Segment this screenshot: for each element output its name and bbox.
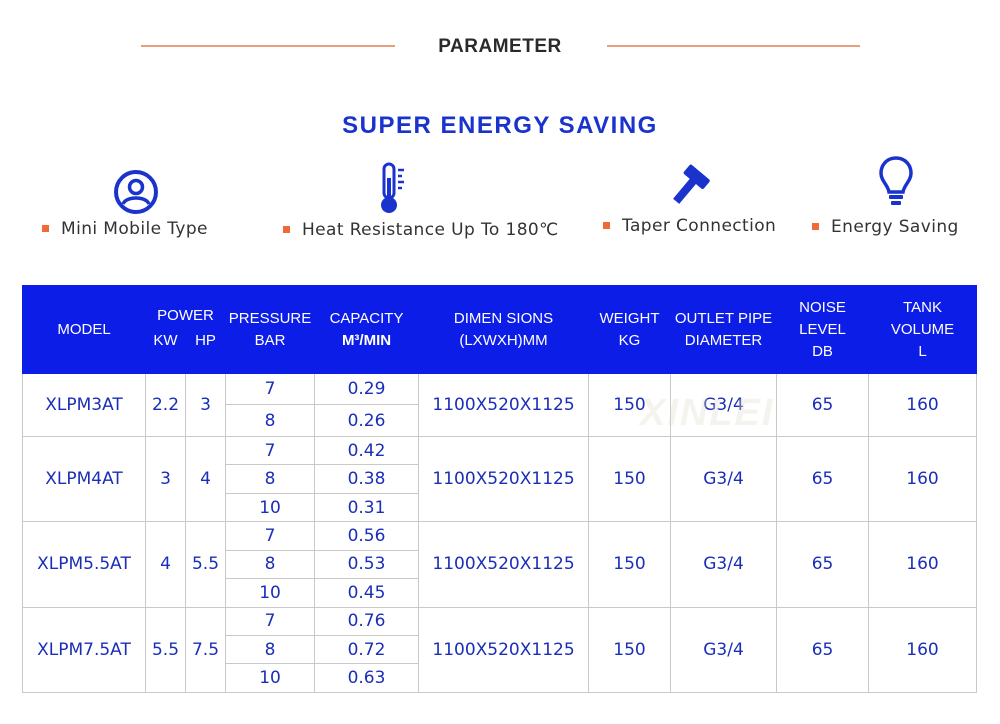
section-title: PARAMETER — [438, 36, 562, 57]
capacity-cell: 0.45 — [314, 578, 420, 608]
pressure-cell: 10 — [225, 578, 316, 608]
power-kw: 5.5 — [145, 606, 186, 694]
weight-cell: 150 — [588, 373, 672, 437]
header-weight: WEIGHT KG — [588, 285, 672, 374]
header-pressure: PRESSURE BAR — [225, 285, 316, 374]
model-name: XLPM4AT — [22, 435, 146, 523]
pressure-cell: 7 — [225, 521, 316, 551]
title-rule-left — [141, 45, 395, 47]
noise-cell: 65 — [776, 373, 870, 437]
pressure-cell: 10 — [225, 663, 316, 693]
noise-cell: 65 — [776, 521, 870, 608]
noise-cell: 65 — [776, 606, 870, 694]
bullet-icon — [283, 226, 290, 233]
header-power: POWER — [144, 285, 227, 330]
outlet-cell: G3/4 — [670, 373, 778, 437]
pressure-cell: 8 — [225, 635, 316, 665]
weight-cell: 150 — [588, 606, 672, 694]
header-kw: KW — [145, 329, 186, 374]
tank-cell: 160 — [868, 521, 978, 608]
model-name: XLPM7.5AT — [22, 606, 146, 694]
model-name: XLPM3AT — [22, 373, 146, 437]
lightbulb-icon — [878, 154, 914, 213]
table-row: 10 0.45 — [23, 578, 977, 608]
weight-cell: 150 — [588, 435, 672, 523]
noise-cell: 65 — [776, 435, 870, 523]
capacity-cell: 0.42 — [314, 435, 420, 466]
power-kw: 2.2 — [145, 373, 186, 437]
title-rule-right — [607, 45, 860, 47]
feature-heat-resistance: Heat Resistance Up To 180℃ — [283, 220, 559, 240]
tank-cell: 160 — [868, 373, 978, 437]
bullet-icon — [603, 222, 610, 229]
pressure-cell: 8 — [225, 404, 316, 437]
feature-taper-connection: Taper Connection — [603, 216, 776, 236]
power-kw: 3 — [145, 435, 186, 523]
header-capacity: CAPACITY M³/MIN — [314, 285, 420, 374]
capacity-cell: 0.63 — [314, 663, 420, 693]
header-outlet: OUTLET PIPE DIAMETER — [670, 285, 778, 374]
table-row: XLPM4AT 3 4 7 0.42 1100X520X1125 150 G3/… — [22, 435, 978, 523]
capacity-cell: 0.76 — [314, 606, 420, 637]
table-row: XLPM7.5AT 5.5 7.5 7 0.76 1100X520X1125 1… — [22, 606, 978, 694]
bullet-icon — [812, 223, 819, 230]
capacity-cell: 0.29 — [314, 372, 420, 406]
dimensions-cell: 1100X520X1125 — [418, 606, 590, 694]
dimensions-cell: 1100X520X1125 — [418, 521, 590, 608]
feature-mini-mobile: Mini Mobile Type — [42, 219, 208, 239]
capacity-cell: 0.31 — [314, 492, 420, 523]
hammer-icon — [668, 164, 710, 213]
table-row: 8 0.53 — [23, 549, 977, 580]
feature-energy-saving: Energy Saving — [812, 217, 959, 237]
power-hp: 5.5 — [184, 521, 227, 608]
header-tank: TANK VOLUME L — [868, 285, 978, 374]
table-row: XLPM3AT 2.2 3 7 0.29 1100X520X1125 150 G… — [22, 372, 978, 437]
dimensions-cell: 1100X520X1125 — [418, 435, 590, 523]
dimensions-cell: 1100X520X1125 — [418, 373, 590, 437]
table-row: 10 0.63 — [23, 663, 977, 693]
header-hp: HP — [184, 329, 227, 374]
capacity-cell: 0.38 — [314, 464, 420, 494]
outlet-cell: G3/4 — [670, 606, 778, 694]
capacity-cell: 0.26 — [314, 404, 420, 437]
tank-cell: 160 — [868, 435, 978, 523]
outlet-cell: G3/4 — [670, 521, 778, 608]
table-row: 8 0.26 — [23, 404, 977, 437]
power-hp: 4 — [184, 435, 227, 523]
power-hp: 3 — [184, 373, 227, 437]
header-noise: NOISE LEVEL DB — [776, 285, 870, 374]
tank-cell: 160 — [868, 606, 978, 694]
power-hp: 7.5 — [184, 606, 227, 694]
pressure-cell: 7 — [225, 606, 316, 637]
outlet-cell: G3/4 — [670, 435, 778, 523]
capacity-cell: 0.72 — [314, 635, 420, 665]
capacity-cell: 0.56 — [314, 521, 420, 551]
headline: SUPER ENERGY SAVING — [342, 112, 658, 139]
table-row: XLPM5.5AT 4 5.5 7 0.56 1100X520X1125 150… — [22, 521, 978, 608]
power-kw: 4 — [145, 521, 186, 608]
pressure-cell: 7 — [225, 372, 316, 406]
thermometer-icon — [376, 160, 412, 221]
pressure-cell: 7 — [225, 435, 316, 466]
table-row: 8 0.72 — [23, 635, 977, 665]
pressure-cell: 8 — [225, 549, 316, 580]
header-dimensions: DIMEN SIONS (LXWXH)MM — [418, 285, 590, 374]
bullet-icon — [42, 225, 49, 232]
header-model: MODEL — [22, 285, 146, 374]
capacity-cell: 0.53 — [314, 549, 420, 580]
model-name: XLPM5.5AT — [22, 521, 146, 608]
pressure-cell: 10 — [225, 492, 316, 523]
weight-cell: 150 — [588, 521, 672, 608]
user-icon — [112, 168, 160, 221]
table-row: 10 0.31 — [23, 492, 977, 523]
spec-table: MODEL POWER PRESSURE BAR CAPACITY M³/MIN… — [22, 285, 978, 694]
pressure-cell: 8 — [225, 464, 316, 494]
